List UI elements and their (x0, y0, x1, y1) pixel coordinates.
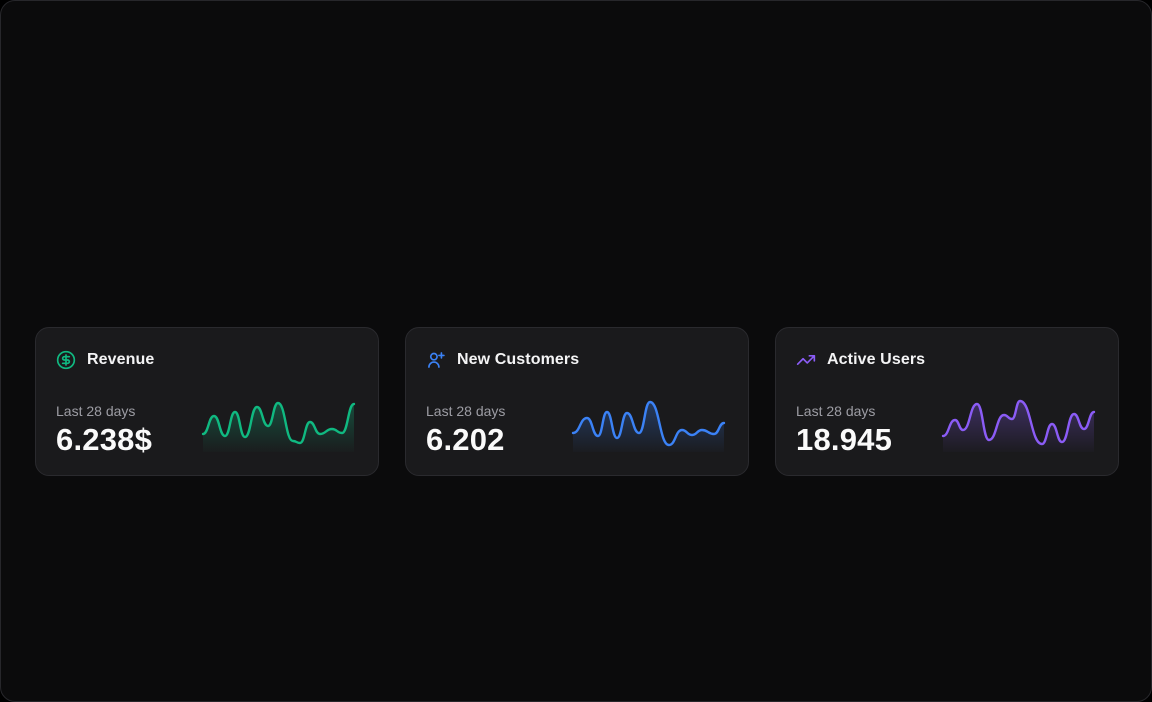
user-plus-icon (426, 350, 446, 370)
card-title: New Customers (457, 351, 580, 368)
revenue-card: Revenue Last 28 days 6.238$ (35, 327, 379, 476)
metric-value: 6.202 (426, 422, 505, 457)
active-users-card-stats: Last 28 days 18.945 (796, 403, 892, 455)
trending-up-icon (796, 350, 816, 370)
metric-value: 6.238$ (56, 422, 153, 457)
revenue-card-stats: Last 28 days 6.238$ (56, 403, 152, 455)
active-users-sparkline (941, 399, 1096, 452)
card-title: Revenue (87, 351, 155, 368)
circle-dollar-sign-icon (56, 350, 76, 370)
card-title: Active Users (827, 351, 926, 368)
period-label: Last 28 days (426, 403, 506, 419)
metric-value: 18.945 (796, 422, 893, 457)
new-customers-card-header: New Customers (426, 350, 728, 370)
revenue-card-header: Revenue (56, 350, 358, 370)
active-users-card: Active Users Last 28 days 18.945 (775, 327, 1119, 476)
period-label: Last 28 days (56, 403, 136, 419)
new-customers-sparkline (571, 400, 726, 452)
period-label: Last 28 days (796, 403, 876, 419)
new-customers-card-stats: Last 28 days 6.202 (426, 403, 505, 455)
stat-cards-row: Revenue Last 28 days 6.238$ New C (35, 327, 1119, 476)
revenue-sparkline (201, 400, 356, 452)
new-customers-card: New Customers Last 28 days 6.202 (405, 327, 749, 476)
active-users-card-header: Active Users (796, 350, 1098, 370)
